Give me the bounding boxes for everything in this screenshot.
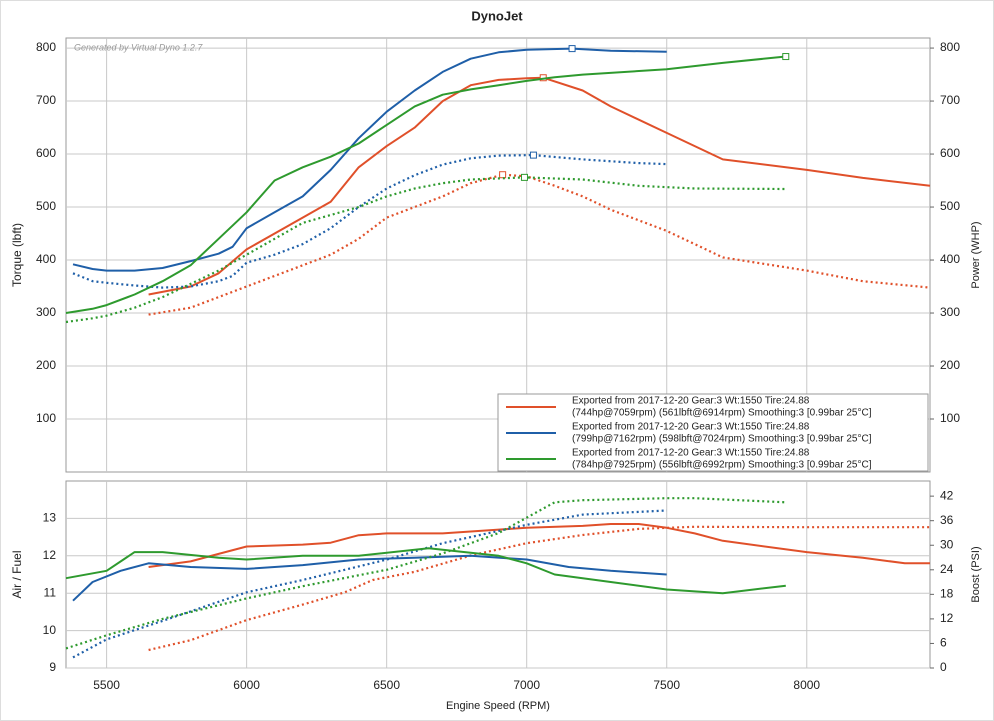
y2-axis-label: Boost (PSI) bbox=[970, 546, 982, 602]
y-tick-label: 600 bbox=[36, 146, 56, 160]
y2-tick-label: 42 bbox=[940, 488, 954, 502]
x-tick-label: 7500 bbox=[653, 678, 680, 692]
watermark: Generated by Virtual Dyno 1.2.7 bbox=[74, 42, 203, 52]
y2-tick-label: 700 bbox=[940, 93, 960, 107]
y2-tick-label: 6 bbox=[940, 636, 947, 650]
series-line bbox=[148, 173, 931, 316]
legend-text: (744hp@7059rpm) (561lbft@6914rpm) Smooth… bbox=[572, 408, 872, 419]
y2-tick-label: 400 bbox=[940, 252, 960, 266]
chart-title: DynoJet bbox=[471, 8, 523, 23]
series-line bbox=[65, 176, 786, 324]
series-line bbox=[72, 509, 667, 659]
peak-marker bbox=[529, 151, 537, 159]
x-tick-label: 6500 bbox=[373, 678, 400, 692]
y2-tick-label: 800 bbox=[940, 40, 960, 54]
y-tick-label: 700 bbox=[36, 93, 56, 107]
y2-tick-label: 600 bbox=[940, 146, 960, 160]
y2-tick-label: 200 bbox=[940, 358, 960, 372]
peak-marker bbox=[499, 171, 507, 179]
y2-tick-label: 12 bbox=[940, 611, 954, 625]
y-tick-label: 13 bbox=[43, 511, 57, 525]
peak-marker bbox=[568, 45, 576, 53]
x-tick-label: 8000 bbox=[793, 678, 820, 692]
y2-tick-label: 500 bbox=[940, 199, 960, 213]
y-tick-label: 800 bbox=[36, 40, 56, 54]
y-tick-label: 100 bbox=[36, 411, 56, 425]
x-tick-label: 5500 bbox=[93, 678, 120, 692]
legend-text: Exported from 2017-12-20 Gear:3 Wt:1550 … bbox=[572, 422, 810, 433]
y-tick-label: 300 bbox=[36, 305, 56, 319]
legend-text: Exported from 2017-12-20 Gear:3 Wt:1550 … bbox=[572, 396, 810, 407]
series-line bbox=[65, 497, 786, 650]
peak-marker bbox=[520, 173, 528, 181]
y-axis-label: Air / Fuel bbox=[10, 550, 24, 598]
y2-tick-label: 300 bbox=[940, 305, 960, 319]
x-tick-label: 7000 bbox=[513, 678, 540, 692]
legend-text: (784hp@7925rpm) (556lbft@6992rpm) Smooth… bbox=[572, 460, 872, 471]
y2-tick-label: 36 bbox=[940, 513, 954, 527]
y2-tick-label: 18 bbox=[940, 587, 954, 601]
series-line bbox=[148, 523, 930, 568]
y2-tick-label: 30 bbox=[940, 537, 954, 551]
series-line bbox=[72, 554, 667, 602]
x-tick-label: 6000 bbox=[233, 678, 260, 692]
x-axis-label: Engine Speed (RPM) bbox=[446, 700, 550, 712]
y-tick-label: 9 bbox=[49, 660, 56, 674]
series-line bbox=[65, 547, 786, 595]
y-tick-label: 12 bbox=[43, 548, 57, 562]
y2-tick-label: 0 bbox=[940, 660, 947, 674]
legend-text: Exported from 2017-12-20 Gear:3 Wt:1550 … bbox=[572, 448, 810, 459]
y-tick-label: 11 bbox=[44, 585, 57, 599]
y2-tick-label: 100 bbox=[940, 411, 960, 425]
y-axis-label: Torque (lbft) bbox=[10, 223, 24, 287]
series-line bbox=[148, 76, 931, 296]
y-tick-label: 500 bbox=[36, 199, 56, 213]
y2-tick-label: 24 bbox=[940, 562, 954, 576]
legend-text: (799hp@7162rpm) (598lbft@7024rpm) Smooth… bbox=[572, 434, 872, 445]
y2-axis-label: Power (WHP) bbox=[970, 221, 982, 288]
legend-box bbox=[497, 393, 929, 472]
y-tick-label: 400 bbox=[36, 252, 56, 266]
y-tick-label: 200 bbox=[36, 358, 56, 372]
plot-area bbox=[65, 480, 931, 669]
series-line bbox=[65, 55, 786, 314]
peak-marker bbox=[782, 53, 790, 61]
y-tick-label: 10 bbox=[43, 623, 57, 637]
series-line bbox=[72, 47, 667, 272]
